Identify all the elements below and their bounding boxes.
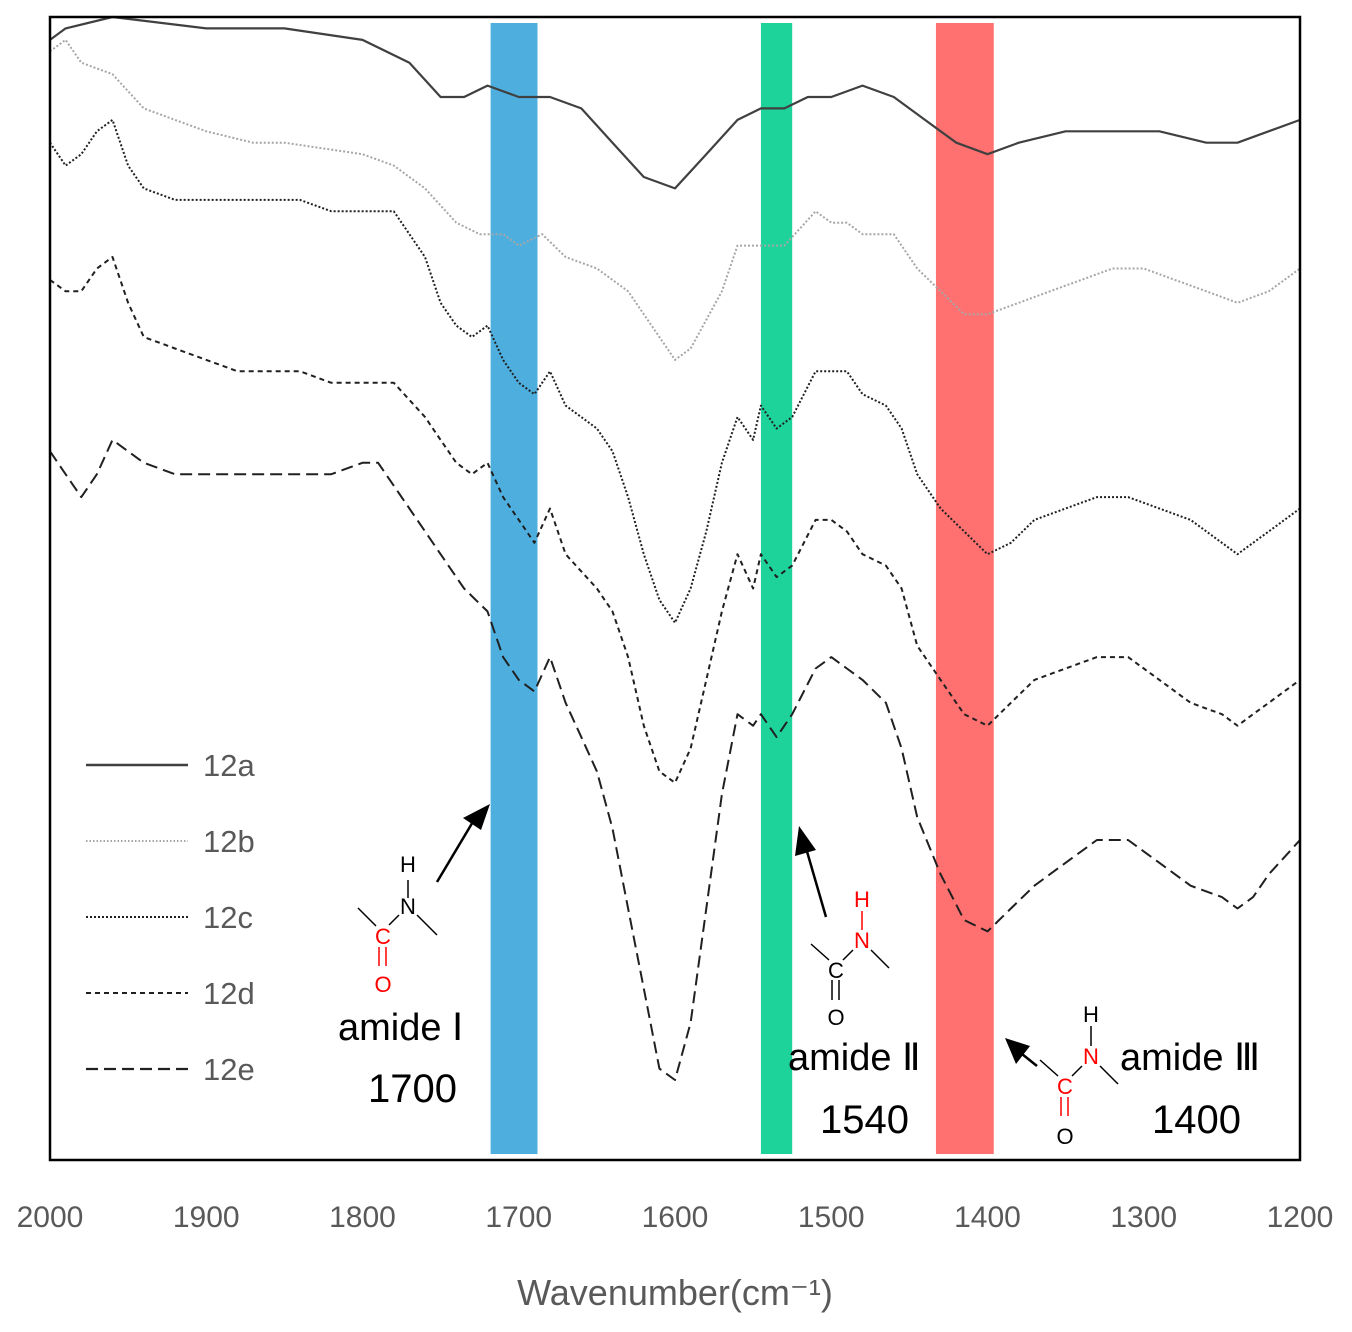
amide-1-atom-o: O — [374, 972, 391, 997]
legend-label-12d: 12d — [203, 976, 255, 1011]
amide-1-atom-c: C — [375, 924, 391, 949]
x-axis-title: Wavenumber(cm⁻¹) — [517, 1272, 833, 1313]
amide-2-structure: H N C O — [810, 887, 890, 1030]
highlight-band-1 — [490, 23, 538, 1154]
amide-3-atom-c: C — [1057, 1074, 1073, 1099]
annotation-amide-3: H N C O amide Ⅲ 1400 — [1005, 1002, 1260, 1149]
annotation-amide-2: H N C O amide Ⅱ 1540 — [788, 826, 921, 1142]
amide-1-atom-h: H — [400, 852, 416, 877]
amide-3-label: amide Ⅲ — [1120, 1037, 1260, 1079]
legend-label-12b: 12b — [203, 824, 255, 859]
legend: 12a 12b 12c 12d 12e — [86, 748, 255, 1087]
amide-1-atom-n: N — [400, 894, 416, 919]
amide-1-label: amide Ⅰ — [338, 1007, 463, 1049]
x-axis-ticks: 2000 1900 1800 1700 1600 1500 1400 1300 1200 — [17, 1201, 1334, 1234]
x-tick-label-2000: 2000 — [17, 1201, 84, 1234]
amide-2-arrowhead — [795, 826, 816, 856]
legend-label-12e: 12e — [203, 1052, 255, 1087]
series-line-12c — [49, 118, 1301, 624]
x-tick-label-1800: 1800 — [329, 1201, 396, 1234]
amide-2-label: amide Ⅱ — [788, 1037, 921, 1079]
amide-3-atom-n: N — [1083, 1044, 1099, 1069]
legend-label-12a: 12a — [203, 748, 255, 783]
amide-2-atom-n: N — [854, 928, 870, 953]
amide-3-structure: H N C O — [1039, 1002, 1119, 1149]
amide-3-wavenumber: 1400 — [1152, 1098, 1241, 1142]
amide-2-atom-h: H — [854, 887, 870, 912]
amide-2-arrow — [804, 847, 828, 918]
x-tick-label-1200: 1200 — [1267, 1201, 1334, 1234]
amide-3-arrowhead — [1005, 1038, 1030, 1064]
amide-2-atom-o: O — [827, 1005, 844, 1030]
x-tick-label-1500: 1500 — [798, 1201, 865, 1234]
series-line-12e — [49, 438, 1301, 1081]
annotation-amide-1: H N C O amide Ⅰ 1700 — [338, 804, 490, 1111]
series-line-12d — [49, 256, 1301, 784]
plot-frame — [48, 15, 1302, 1162]
x-tick-label-1400: 1400 — [954, 1201, 1021, 1234]
x-tick-label-1700: 1700 — [485, 1201, 552, 1234]
amide-1-arrowhead — [463, 804, 490, 830]
series-lines — [49, 15, 1301, 1081]
series-line-12b — [49, 38, 1301, 361]
highlight-band-2 — [760, 23, 793, 1154]
amide-3-atom-o: O — [1056, 1124, 1073, 1149]
amide-1-structure: H N C O — [357, 852, 438, 997]
amide-1-wavenumber: 1700 — [368, 1067, 457, 1111]
x-tick-label-1900: 1900 — [173, 1201, 240, 1234]
x-tick-label-1600: 1600 — [642, 1201, 709, 1234]
amide-2-wavenumber: 1540 — [820, 1098, 909, 1142]
legend-label-12c: 12c — [203, 900, 253, 935]
amide-2-atom-c: C — [828, 958, 844, 983]
x-tick-label-1300: 1300 — [1110, 1201, 1177, 1234]
series-line-12a — [49, 15, 1301, 190]
highlight-band-3 — [935, 23, 994, 1154]
amide-1-arrow — [435, 819, 476, 883]
highlight-bands — [490, 23, 994, 1154]
amide-3-atom-h: H — [1083, 1002, 1099, 1027]
